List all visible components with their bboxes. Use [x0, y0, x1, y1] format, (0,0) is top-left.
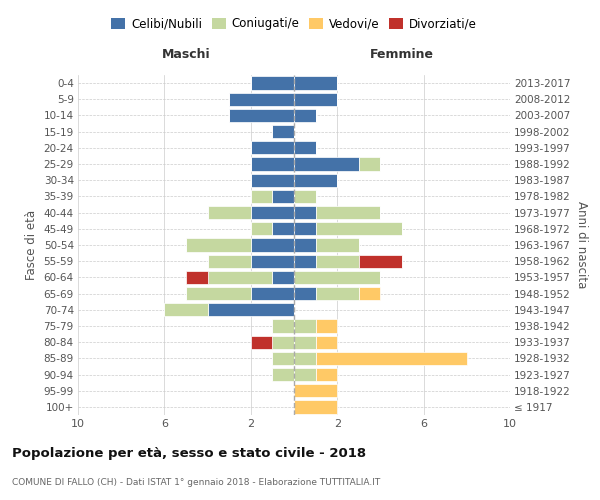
Bar: [294, 400, 337, 413]
Bar: [316, 336, 337, 349]
Text: Maschi: Maschi: [161, 48, 211, 62]
Bar: [164, 303, 208, 316]
Bar: [294, 141, 316, 154]
Bar: [272, 222, 294, 235]
Bar: [186, 238, 251, 252]
Bar: [186, 270, 208, 284]
Y-axis label: Fasce di età: Fasce di età: [25, 210, 38, 280]
Bar: [208, 206, 251, 220]
Bar: [272, 320, 294, 332]
Bar: [359, 254, 402, 268]
Bar: [251, 222, 272, 235]
Bar: [251, 158, 294, 170]
Bar: [294, 92, 337, 106]
Bar: [208, 270, 272, 284]
Bar: [251, 174, 294, 187]
Bar: [294, 352, 316, 365]
Bar: [294, 109, 316, 122]
Bar: [294, 254, 316, 268]
Text: Femmine: Femmine: [370, 48, 434, 62]
Bar: [251, 76, 294, 90]
Bar: [294, 174, 337, 187]
Bar: [316, 238, 359, 252]
Bar: [294, 287, 316, 300]
Bar: [359, 158, 380, 170]
Bar: [294, 270, 380, 284]
Bar: [229, 109, 294, 122]
Bar: [294, 158, 359, 170]
Bar: [359, 287, 380, 300]
Bar: [272, 368, 294, 381]
Bar: [272, 336, 294, 349]
Bar: [294, 336, 316, 349]
Bar: [316, 222, 402, 235]
Bar: [294, 76, 337, 90]
Bar: [272, 190, 294, 203]
Bar: [316, 287, 359, 300]
Bar: [316, 320, 337, 332]
Bar: [251, 336, 272, 349]
Y-axis label: Anni di nascita: Anni di nascita: [575, 202, 587, 288]
Bar: [294, 238, 316, 252]
Bar: [316, 206, 380, 220]
Bar: [316, 368, 337, 381]
Bar: [294, 320, 316, 332]
Bar: [316, 352, 467, 365]
Bar: [251, 141, 294, 154]
Bar: [294, 206, 316, 220]
Bar: [294, 368, 316, 381]
Legend: Celibi/Nubili, Coniugati/e, Vedovi/e, Divorziati/e: Celibi/Nubili, Coniugati/e, Vedovi/e, Di…: [106, 12, 482, 35]
Text: COMUNE DI FALLO (CH) - Dati ISTAT 1° gennaio 2018 - Elaborazione TUTTITALIA.IT: COMUNE DI FALLO (CH) - Dati ISTAT 1° gen…: [12, 478, 380, 487]
Bar: [208, 254, 251, 268]
Bar: [316, 254, 359, 268]
Bar: [208, 303, 294, 316]
Bar: [251, 254, 294, 268]
Bar: [294, 222, 316, 235]
Text: Popolazione per età, sesso e stato civile - 2018: Popolazione per età, sesso e stato civil…: [12, 448, 366, 460]
Bar: [272, 352, 294, 365]
Bar: [186, 287, 251, 300]
Bar: [294, 384, 337, 398]
Bar: [251, 206, 294, 220]
Bar: [251, 238, 294, 252]
Bar: [294, 190, 316, 203]
Bar: [272, 270, 294, 284]
Bar: [251, 287, 294, 300]
Bar: [251, 190, 272, 203]
Bar: [272, 125, 294, 138]
Bar: [229, 92, 294, 106]
